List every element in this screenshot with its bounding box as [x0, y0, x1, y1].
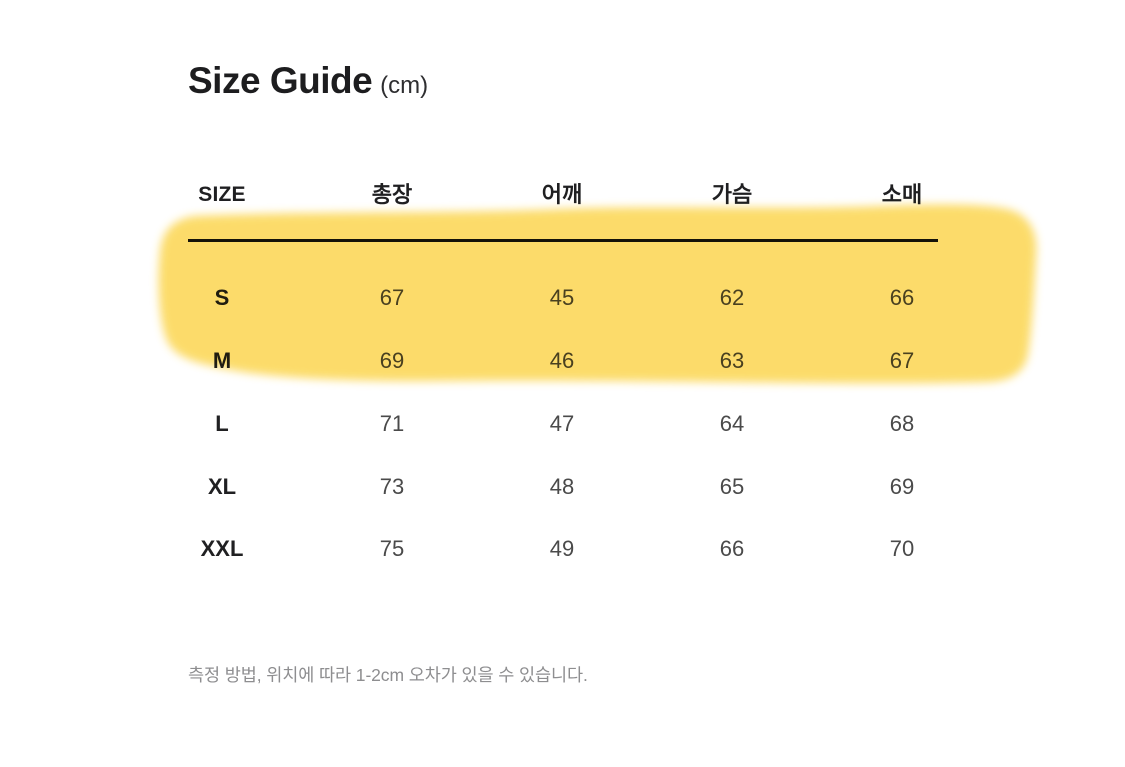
- table-header-row: SIZE 총장 어깨 가슴 소매: [137, 177, 987, 213]
- cell-value: 71: [379, 411, 405, 436]
- column-header-sleeve: 소매: [881, 182, 923, 207]
- cell-value: 69: [889, 474, 915, 499]
- title-unit: (cm): [380, 72, 429, 99]
- page-title: Size Guide (cm): [188, 60, 428, 102]
- size-label: S: [214, 285, 230, 310]
- table-row-xxl: XXL 75 49 66 70: [137, 531, 987, 567]
- column-header-chest: 가슴: [711, 182, 753, 207]
- header-divider-line: [188, 239, 938, 242]
- cell-value: 65: [719, 474, 745, 499]
- size-label: XXL: [200, 536, 244, 561]
- cell-value: 64: [719, 411, 745, 436]
- cell-value: 70: [889, 536, 915, 561]
- column-header-length: 총장: [371, 182, 413, 207]
- cell-value: 62: [719, 285, 745, 310]
- table-row-m: M 69 46 63 67: [137, 343, 987, 379]
- column-header-shoulder: 어깨: [541, 182, 583, 207]
- measurement-note: 측정 방법, 위치에 따라 1-2cm 오차가 있을 수 있습니다.: [188, 665, 588, 685]
- cell-value: 45: [549, 285, 575, 310]
- cell-value: 66: [719, 536, 745, 561]
- cell-value: 46: [549, 348, 575, 373]
- cell-value: 68: [889, 411, 915, 436]
- cell-value: 63: [719, 348, 745, 373]
- size-label: M: [212, 348, 232, 373]
- cell-value: 69: [379, 348, 405, 373]
- cell-value: 75: [379, 536, 405, 561]
- column-header-size: SIZE: [198, 183, 246, 206]
- cell-value: 49: [549, 536, 575, 561]
- title-text: Size Guide: [188, 60, 373, 101]
- cell-value: 66: [889, 285, 915, 310]
- cell-value: 47: [549, 411, 575, 436]
- table-row-xl: XL 73 48 65 69: [137, 469, 987, 505]
- cell-value: 67: [379, 285, 405, 310]
- table-row-s: S 67 45 62 66: [137, 280, 987, 316]
- size-label: XL: [207, 474, 237, 499]
- cell-value: 67: [889, 348, 915, 373]
- table-row-l: L 71 47 64 68: [137, 406, 987, 442]
- cell-value: 48: [549, 474, 575, 499]
- size-label: L: [215, 411, 229, 436]
- cell-value: 73: [379, 474, 405, 499]
